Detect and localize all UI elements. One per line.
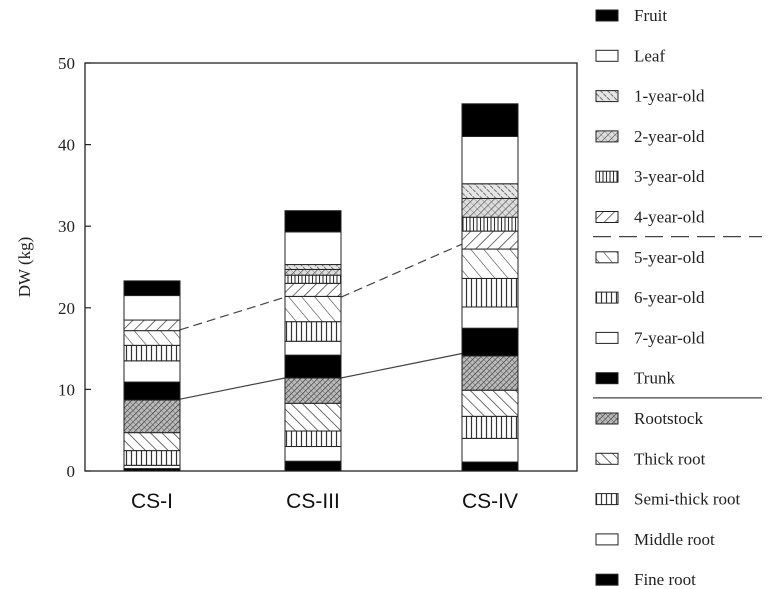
legend-swatch bbox=[595, 130, 619, 143]
x-category-label: CS-III bbox=[286, 490, 340, 513]
bar-segment bbox=[461, 327, 519, 357]
bar-segment bbox=[284, 295, 342, 323]
bar-segment bbox=[284, 354, 342, 379]
legend-label: Trunk bbox=[634, 369, 675, 388]
solid-connector bbox=[340, 352, 463, 379]
legend-swatch bbox=[595, 412, 619, 425]
legend-label: Semi-thick root bbox=[634, 490, 741, 509]
bar-segment bbox=[461, 230, 519, 250]
bar-segment bbox=[461, 277, 519, 308]
bar-segment bbox=[123, 360, 181, 383]
y-axis-label: DW (kg) bbox=[15, 237, 34, 298]
legend-label: 2-year-old bbox=[634, 127, 705, 146]
y-tick-label: 20 bbox=[58, 299, 75, 318]
bar-segment bbox=[461, 248, 519, 279]
legend-swatch bbox=[595, 331, 619, 344]
bar-segment bbox=[123, 399, 181, 434]
bar-segment bbox=[284, 460, 342, 472]
bar-segment bbox=[461, 197, 519, 218]
legend-label: Leaf bbox=[634, 46, 665, 65]
bar-segment bbox=[461, 135, 519, 185]
bar-segment bbox=[284, 321, 342, 342]
bar-segment bbox=[123, 450, 181, 466]
legend: Fruit Leaf 1-year-old 2-year-old 3-year-old 4… bbox=[593, 6, 762, 589]
legend-swatch bbox=[595, 9, 619, 22]
bar-segment bbox=[284, 268, 342, 276]
bar-segment bbox=[461, 183, 519, 199]
dashed-connector bbox=[340, 243, 463, 298]
bar-segment bbox=[461, 216, 519, 232]
bar-segment bbox=[123, 280, 181, 297]
legend-label: 1-year-old bbox=[634, 87, 705, 106]
x-category-label: CS-IV bbox=[462, 490, 518, 513]
legend-swatch bbox=[595, 90, 619, 103]
bar-segment bbox=[123, 344, 181, 362]
bar-segment bbox=[284, 210, 342, 233]
bar-segment bbox=[284, 402, 342, 432]
bar-segment bbox=[284, 430, 342, 448]
legend-swatch bbox=[595, 573, 619, 586]
bar-segment bbox=[461, 355, 519, 391]
bar-segment bbox=[461, 415, 519, 439]
legend-label: Rootstock bbox=[634, 409, 703, 428]
legend-label: 7-year-old bbox=[634, 328, 705, 347]
bar-segment bbox=[284, 231, 342, 266]
legend-label: Fruit bbox=[634, 6, 667, 25]
bar-segment bbox=[461, 103, 519, 137]
legend-label: Middle root bbox=[634, 530, 715, 549]
bar-segment bbox=[123, 319, 181, 332]
bar-segment bbox=[284, 446, 342, 462]
legend-label: Fine root bbox=[634, 570, 696, 589]
bar-segment bbox=[461, 306, 519, 329]
y-tick-label: 10 bbox=[58, 380, 75, 399]
x-axis-labels: CS-I CS-III CS-IV bbox=[131, 490, 518, 513]
y-tick-label: 0 bbox=[67, 462, 76, 481]
legend-swatch bbox=[595, 211, 619, 223]
bar-segment bbox=[284, 264, 342, 270]
bar-segment bbox=[461, 437, 519, 463]
y-tick-label: 50 bbox=[58, 54, 75, 73]
bar-segment bbox=[284, 274, 342, 284]
legend-swatch bbox=[595, 533, 619, 546]
bar-segment bbox=[123, 295, 181, 321]
bar-segment bbox=[461, 389, 519, 417]
dashed-connector bbox=[179, 296, 286, 331]
legend-swatch bbox=[595, 170, 619, 183]
bar-segment bbox=[461, 461, 519, 472]
solid-connector bbox=[179, 377, 286, 400]
legend-label: Thick root bbox=[634, 449, 706, 468]
bars-group bbox=[123, 103, 519, 472]
legend-label: 4-year-old bbox=[634, 208, 705, 227]
bar-segment bbox=[284, 282, 342, 297]
y-tick-label: 40 bbox=[58, 136, 75, 155]
y-tick-label: 30 bbox=[58, 217, 75, 236]
y-axis-ticks: 0 10 20 30 40 50 bbox=[58, 54, 91, 481]
bar-segment bbox=[123, 330, 181, 346]
x-category-label: CS-I bbox=[131, 490, 173, 513]
connector-lines bbox=[179, 243, 463, 400]
legend-swatch bbox=[595, 452, 619, 465]
bar-segment bbox=[284, 377, 342, 404]
bar-segment bbox=[284, 340, 342, 356]
legend-label: 3-year-old bbox=[634, 167, 705, 186]
legend-swatch bbox=[595, 493, 619, 506]
legend-swatch bbox=[595, 372, 619, 385]
bar-segment bbox=[123, 381, 181, 401]
legend-swatch bbox=[595, 251, 619, 264]
legend-label: 6-year-old bbox=[634, 288, 705, 307]
legend-swatch bbox=[595, 291, 619, 304]
bar-segment bbox=[123, 432, 181, 452]
legend-swatch bbox=[595, 49, 619, 62]
legend-label: 5-year-old bbox=[634, 248, 705, 267]
